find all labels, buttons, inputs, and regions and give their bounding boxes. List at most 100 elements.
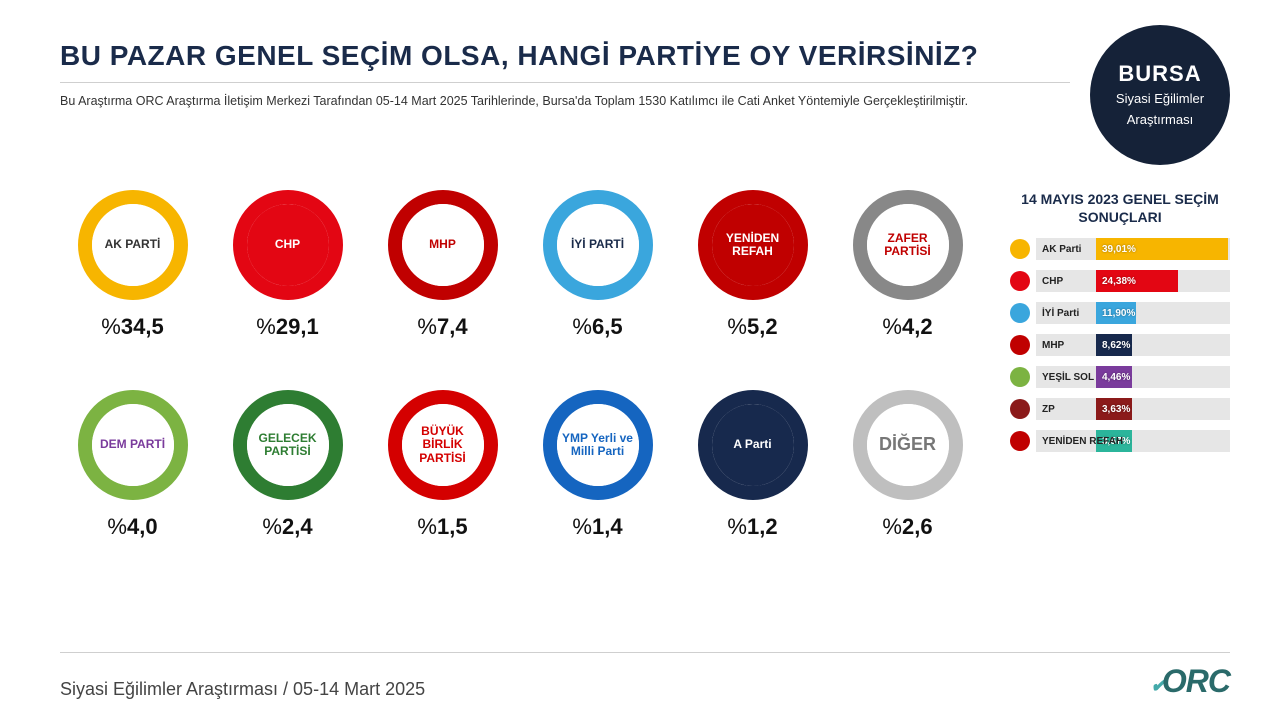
party-logo-ring: MHP	[388, 190, 498, 300]
badge-line1: Siyasi Eğilimler	[1116, 91, 1204, 108]
party-logo-label: CHP	[247, 204, 329, 286]
sidebar-row-icon	[1010, 367, 1030, 387]
party-item: DİĞER %2,6	[835, 390, 980, 540]
party-item: A Parti %1,2	[680, 390, 825, 540]
party-logo-ring: DEM PARTİ	[78, 390, 188, 500]
sidebar-row: YEŞİL SOL4,46%	[1010, 366, 1230, 388]
party-item: BÜYÜK BİRLİK PARTİSİ %1,5	[370, 390, 515, 540]
sidebar-row-icon	[1010, 399, 1030, 419]
party-item: İYİ PARTİ%6,5	[525, 190, 670, 340]
party-item: DEM PARTİ %4,0	[60, 390, 205, 540]
sidebar-bar-value: 4,46%	[1096, 372, 1130, 383]
party-percent: %5,2	[727, 314, 777, 340]
sidebar-row-name: YENİDEN REFAH	[1042, 430, 1123, 452]
party-percent: %2,6	[882, 514, 932, 540]
party-logo-label: YMP Yerli ve Milli Parti	[557, 404, 639, 486]
party-logo-ring: AK PARTİ	[78, 190, 188, 300]
party-percent: %34,5	[101, 314, 163, 340]
sidebar-row-icon	[1010, 431, 1030, 451]
city-badge: BURSA Siyasi Eğilimler Araştırması	[1090, 25, 1230, 165]
party-logo-label: DİĞER	[867, 404, 949, 486]
party-logo-ring: CHP	[233, 190, 343, 300]
sidebar-title: 14 MAYIS 2023 GENEL SEÇİM SONUÇLARI	[1010, 190, 1230, 226]
sidebar-bar-wrap: İYİ Parti 11,90%	[1036, 302, 1230, 324]
party-percent: %1,2	[727, 514, 777, 540]
sidebar-row: CHP 24,38%	[1010, 270, 1230, 292]
party-logo-label: AK PARTİ	[92, 204, 174, 286]
party-logo-ring: BÜYÜK BİRLİK PARTİSİ	[388, 390, 498, 500]
sidebar-row-icon	[1010, 335, 1030, 355]
party-item: YENİDEN REFAH %5,2	[680, 190, 825, 340]
sidebar-row-name: MHP	[1042, 334, 1064, 356]
sidebar-bar-wrap: ZP 3,63%	[1036, 398, 1230, 420]
party-grid: AK PARTİ %34,5 CHP %29,1 MHP %7,4 İYİ PARTİ%6,…	[60, 190, 980, 540]
sidebar-row: MHP 8,62%	[1010, 334, 1230, 356]
page-title: BU PAZAR GENEL SEÇİM OLSA, HANGİ PARTİYE…	[60, 40, 1070, 83]
party-logo-ring: İYİ PARTİ	[543, 190, 653, 300]
brand-logo: ORC	[1150, 663, 1230, 700]
sidebar-bar: 11,90%	[1096, 302, 1136, 324]
badge-city: BURSA	[1118, 61, 1201, 87]
sidebar-bar-wrap: CHP 24,38%	[1036, 270, 1230, 292]
sidebar-bar: 39,01%	[1096, 238, 1228, 260]
sidebar-bar: 8,62%	[1096, 334, 1132, 356]
sidebar-bar-wrap: YENİDEN REFAH3,57%	[1036, 430, 1230, 452]
party-percent: %1,4	[572, 514, 622, 540]
sidebar-row-icon	[1010, 271, 1030, 291]
party-logo-label: MHP	[402, 204, 484, 286]
sidebar-row-name: İYİ Parti	[1042, 302, 1079, 324]
party-logo-ring: A Parti	[698, 390, 808, 500]
party-logo-ring: GELECEK PARTİSİ	[233, 390, 343, 500]
sidebar-row-icon	[1010, 303, 1030, 323]
sidebar-bar-value: 8,62%	[1096, 340, 1130, 351]
party-percent: %4,0	[107, 514, 157, 540]
sidebar-bar: 3,63%	[1096, 398, 1132, 420]
badge-line2: Araştırması	[1127, 112, 1193, 129]
sidebar-row: AK Parti 39,01%	[1010, 238, 1230, 260]
sidebar-row-icon	[1010, 239, 1030, 259]
sidebar-bar: 4,46%	[1096, 366, 1132, 388]
party-percent: %7,4	[417, 314, 467, 340]
party-logo-label: ZAFER PARTİSİ	[867, 204, 949, 286]
party-item: CHP %29,1	[215, 190, 360, 340]
party-logo-label: BÜYÜK BİRLİK PARTİSİ	[402, 404, 484, 486]
party-percent: %29,1	[256, 314, 318, 340]
party-logo-ring: DİĞER	[853, 390, 963, 500]
party-logo-label: A Parti	[712, 404, 794, 486]
party-item: ZAFER PARTİSİ %4,2	[835, 190, 980, 340]
sidebar-row: ZP 3,63%	[1010, 398, 1230, 420]
sidebar-bar-wrap: YEŞİL SOL4,46%	[1036, 366, 1230, 388]
sidebar-bar-wrap: MHP 8,62%	[1036, 334, 1230, 356]
party-logo-label: DEM PARTİ	[92, 404, 174, 486]
party-logo-label: YENİDEN REFAH	[712, 204, 794, 286]
sidebar-bar-value: 39,01%	[1096, 244, 1136, 255]
party-item: AK PARTİ %34,5	[60, 190, 205, 340]
party-item: YMP Yerli ve Milli Parti %1,4	[525, 390, 670, 540]
sidebar-row: YENİDEN REFAH3,57%	[1010, 430, 1230, 452]
sidebar-bar: 24,38%	[1096, 270, 1178, 292]
party-percent: %1,5	[417, 514, 467, 540]
party-logo-label: GELECEK PARTİSİ	[247, 404, 329, 486]
sidebar-row: İYİ Parti 11,90%	[1010, 302, 1230, 324]
title-block: BU PAZAR GENEL SEÇİM OLSA, HANGİ PARTİYE…	[60, 40, 1070, 111]
sidebar-bar-wrap: AK Parti 39,01%	[1036, 238, 1230, 260]
sidebar-row-name: ZP	[1042, 398, 1055, 420]
party-item: GELECEK PARTİSİ %2,4	[215, 390, 360, 540]
sidebar-row-name: AK Parti	[1042, 238, 1081, 260]
sidebar-results: 14 MAYIS 2023 GENEL SEÇİM SONUÇLARI AK P…	[1010, 190, 1230, 540]
party-logo-ring: ZAFER PARTİSİ	[853, 190, 963, 300]
sidebar-bar-value: 11,90%	[1096, 308, 1135, 319]
party-percent: %4,2	[882, 314, 932, 340]
footer: Siyasi Eğilimler Araştırması / 05-14 Mar…	[60, 652, 1230, 700]
sidebar-row-name: YEŞİL SOL	[1042, 366, 1094, 388]
party-logo-ring: YMP Yerli ve Milli Parti	[543, 390, 653, 500]
sidebar-row-name: CHP	[1042, 270, 1063, 292]
header: BU PAZAR GENEL SEÇİM OLSA, HANGİ PARTİYE…	[60, 40, 1230, 165]
party-item: MHP %7,4	[370, 190, 515, 340]
party-logo-label: İYİ PARTİ	[557, 204, 639, 286]
page-subtitle: Bu Araştırma ORC Araştırma İletişim Merk…	[60, 93, 1070, 111]
party-logo-ring: YENİDEN REFAH	[698, 190, 808, 300]
party-percent: %2,4	[262, 514, 312, 540]
main-content: AK PARTİ %34,5 CHP %29,1 MHP %7,4 İYİ PARTİ%6,…	[60, 190, 1230, 540]
sidebar-bar-value: 24,38%	[1096, 276, 1136, 287]
